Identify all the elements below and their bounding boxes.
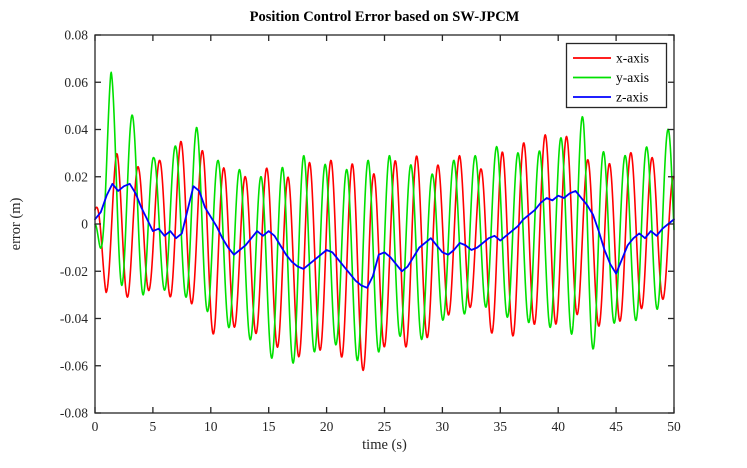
legend: x-axis y-axis z-axis [565, 42, 668, 109]
x-tick-label: 5 [150, 419, 157, 434]
chart-title: Position Control Error based on SW-JPCM [250, 9, 520, 25]
y-tick-label: -0.06 [60, 358, 88, 373]
x-tick-label: 40 [551, 419, 565, 434]
series-z-axis-line [94, 182, 675, 289]
legend-label-y-axis: y-axis [616, 70, 649, 85]
series-x-axis-line [94, 134, 675, 372]
x-tick-label: 25 [378, 419, 392, 434]
y-tick-label: -0.04 [60, 311, 88, 326]
x-tick-label: 15 [262, 419, 276, 434]
x-tick-label: 35 [494, 419, 508, 434]
x-tick-label: 45 [609, 419, 623, 434]
legend-label-x-axis: x-axis [616, 51, 649, 66]
y-tick-label: 0.04 [64, 122, 88, 137]
legend-label-z-axis: z-axis [616, 90, 648, 105]
y-tick-label: 0 [81, 217, 88, 232]
x-axis-title: time (s) [362, 437, 407, 453]
y-tick-label: -0.08 [60, 406, 88, 421]
x-tick-label: 30 [436, 419, 450, 434]
y-tick-label: 0.06 [64, 75, 88, 90]
y-axis-title: error (m) [8, 197, 24, 250]
x-tick-label: 0 [92, 419, 99, 434]
x-tick-label: 20 [320, 419, 334, 434]
y-tick-label: -0.02 [60, 264, 88, 279]
series-y-axis-line [94, 71, 675, 364]
y-tick-label: 0.02 [64, 169, 88, 184]
plot-generated-content: 0 5 10 15 20 25 30 35 40 45 50 -0.08 -0.06 -0.04 -0.02… [60, 28, 681, 435]
y-tick-label: 0.08 [64, 28, 88, 43]
x-tick-label: 50 [667, 419, 681, 434]
x-tick-label: 10 [204, 419, 218, 434]
